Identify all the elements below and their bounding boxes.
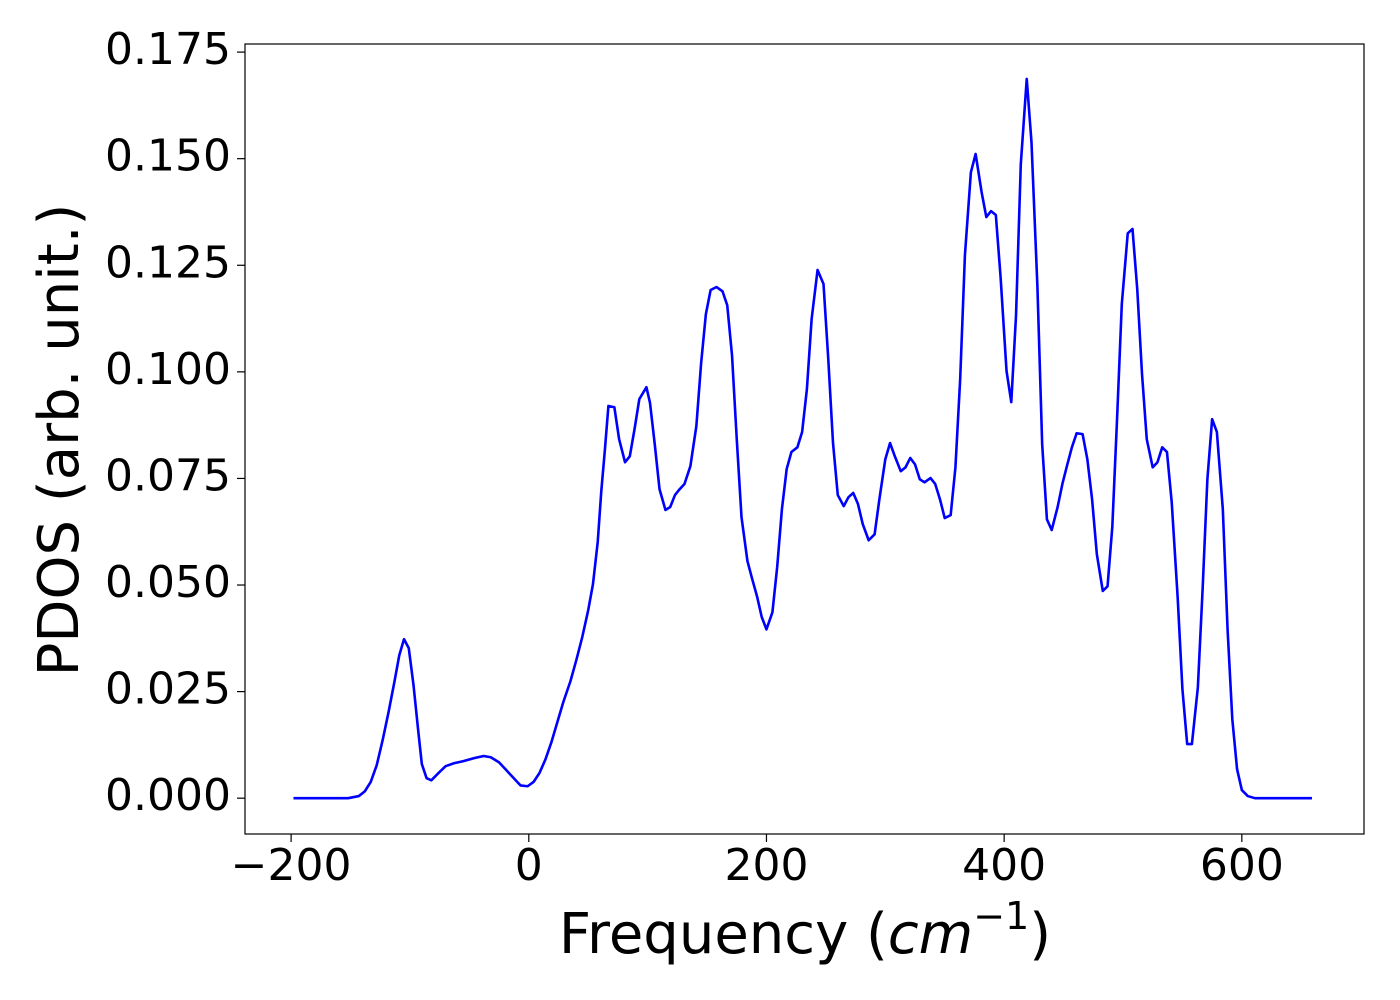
y-axis-label: PDOS (arb. unit.) [27,204,92,677]
y-tick-label: 0.000 [105,770,231,821]
x-tick-label: 200 [724,840,808,891]
plot-frame [244,43,1365,835]
x-label-text: Frequency ( [559,902,888,967]
x-tick-label: 0 [515,840,543,891]
x-tick-label: −200 [231,840,352,891]
y-tick-label: 0.150 [105,131,231,182]
y-tick-label: 0.075 [105,450,231,501]
y-tick-label: 0.125 [105,237,231,288]
y-tick-label: 0.025 [105,664,231,715]
x-tick-label: 600 [1200,840,1284,891]
x-label-unit: cm [888,902,973,967]
x-tick-label: 400 [962,840,1046,891]
y-tick-label: 0.100 [105,344,231,395]
data-line [293,77,1312,800]
x-label-close: ) [1029,902,1051,967]
y-tick-label: 0.050 [105,557,231,608]
y-tick-label: 0.175 [105,24,231,75]
x-axis-label: Frequency (cm−1) [559,894,1051,967]
x-label-exponent: −1 [973,894,1029,938]
